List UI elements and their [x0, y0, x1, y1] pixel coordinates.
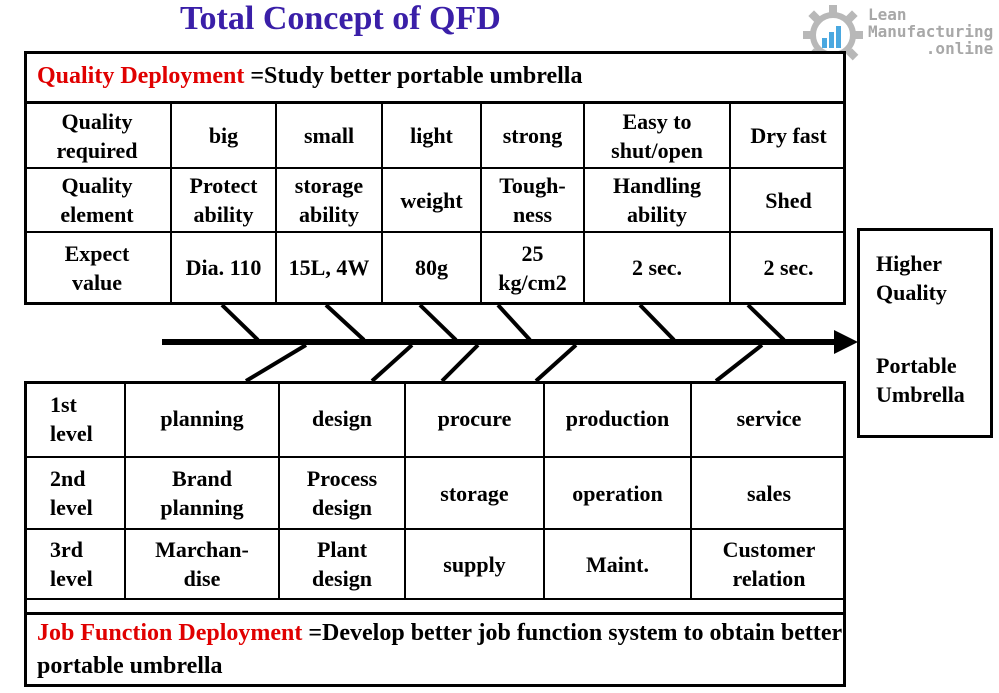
table-row: 2nd level Brand planning Process design sto…	[24, 456, 846, 530]
row-header-quality-required: Quality required	[24, 104, 172, 169]
lower-bones	[244, 343, 764, 383]
table-cell: light	[381, 104, 482, 169]
job-function-deployment-heading: Job Function Deployment =Develop better …	[27, 612, 843, 684]
logo-text: Lean Manufacturing .online	[868, 5, 994, 58]
table-cell: Maint.	[543, 528, 692, 600]
table-cell: 25 kg/cm2	[480, 231, 585, 302]
table-cell: weight	[381, 167, 482, 233]
table-cell: Dry fast	[729, 104, 846, 169]
row-header-2nd-level: 2nd level	[24, 456, 126, 530]
row-header-expect-value: Expect value	[24, 231, 172, 302]
row-header-1st-level: 1st level	[24, 381, 126, 458]
job-function-table: 1st level planning design procure product…	[24, 381, 846, 600]
table-cell: sales	[690, 456, 846, 530]
job-function-deployment-box: 1st level planning design procure product…	[24, 381, 846, 687]
result-line: Quality	[876, 280, 947, 305]
result-line: Higher	[876, 251, 942, 276]
table-cell: Easy to shut/open	[583, 104, 731, 169]
table-cell: procure	[404, 381, 545, 458]
quality-deployment-label: Quality Deployment	[37, 63, 245, 89]
job-function-deployment-label: Job Function Deployment	[37, 620, 303, 646]
table-cell: Marchan-dise	[124, 528, 280, 600]
table-cell: supply	[404, 528, 545, 600]
quality-deployment-box: Quality Deployment =Study better portabl…	[24, 51, 846, 305]
quality-table: Quality required big small light strong E…	[24, 104, 846, 302]
table-row: 1st level planning design procure product…	[24, 381, 846, 458]
table-cell: Brand planning	[124, 456, 280, 530]
table-cell: storage ability	[275, 167, 383, 233]
table-cell: Plant design	[278, 528, 406, 600]
row-header-quality-element: Quality element	[24, 167, 172, 233]
table-cell: strong	[480, 104, 585, 169]
upper-bones	[220, 303, 786, 342]
table-cell: 15L, 4W	[275, 231, 383, 302]
job-function-deployment-text: =Develop better job function system to o…	[37, 620, 842, 679]
table-cell: Customer relation	[690, 528, 846, 600]
table-cell: Dia. 110	[170, 231, 277, 302]
table-row: Expect value Dia. 110 15L, 4W 80g 25 kg/cm…	[24, 231, 846, 302]
table-cell: storage	[404, 456, 545, 530]
result-line: Umbrella	[876, 382, 965, 407]
table-cell: big	[170, 104, 277, 169]
table-cell: Protect ability	[170, 167, 277, 233]
row-header-3rd-level: 3rd level	[24, 528, 126, 600]
quality-deployment-heading: Quality Deployment =Study better portabl…	[27, 54, 843, 104]
table-row: 3rd level Marchan-dise Plant design supply…	[24, 528, 846, 600]
table-cell: planning	[124, 381, 280, 458]
quality-deployment-text: =Study better portable umbrella	[250, 63, 583, 89]
result-box: Higher Quality Portable Umbrella	[857, 228, 993, 438]
table-cell: service	[690, 381, 846, 458]
table-cell: small	[275, 104, 383, 169]
table-row: Quality element Protect ability storage abi…	[24, 167, 846, 233]
table-row: Quality required big small light strong E…	[24, 104, 846, 169]
table-cell: design	[278, 381, 406, 458]
table-cell: 2 sec.	[729, 231, 846, 302]
table-cell: Tough-ness	[480, 167, 585, 233]
lean-manufacturing-logo: Lean Manufacturing .online	[800, 2, 999, 68]
table-cell: Handling ability	[583, 167, 731, 233]
table-cell: 2 sec.	[583, 231, 731, 302]
page-title: Total Concept of QFD	[180, 0, 501, 37]
result-line: Portable	[876, 353, 957, 378]
table-cell: 80g	[381, 231, 482, 302]
table-cell: Shed	[729, 167, 846, 233]
table-cell: operation	[543, 456, 692, 530]
fishbone-arrowhead	[834, 330, 858, 354]
table-cell: Process design	[278, 456, 406, 530]
table-cell: production	[543, 381, 692, 458]
